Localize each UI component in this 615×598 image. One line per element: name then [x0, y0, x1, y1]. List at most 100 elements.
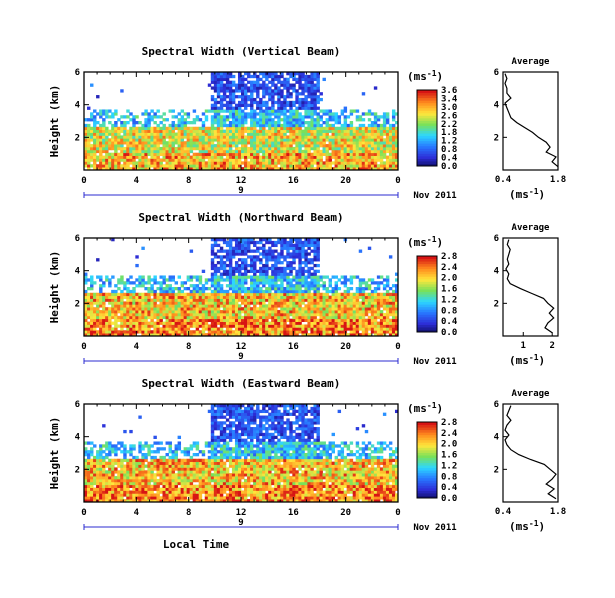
heatmap-cell — [283, 152, 287, 156]
heatmap-cell — [391, 310, 396, 314]
day-label: 9 — [238, 352, 243, 362]
heatmap-cell — [325, 144, 329, 148]
heatmap-cell — [204, 161, 209, 165]
heatmap-cell — [225, 249, 230, 253]
heatmap-cell — [192, 333, 197, 337]
heatmap-cell — [355, 307, 360, 311]
heatmap-cell — [162, 289, 166, 294]
heatmap-cell — [319, 126, 323, 131]
heatmap-cell — [376, 129, 381, 133]
heatmap-cell — [150, 321, 154, 325]
heatmap-cell — [102, 141, 106, 145]
heatmap-cell — [183, 287, 188, 291]
heatmap-cell — [222, 324, 227, 328]
heatmap-cell — [259, 240, 263, 245]
heatmap-cell — [349, 164, 354, 168]
heatmap-cell — [162, 158, 166, 162]
heatmap-cell — [159, 146, 163, 151]
heatmap-cell — [295, 269, 299, 273]
heatmap-cell — [153, 330, 157, 334]
heatmap-cell — [114, 132, 118, 136]
heatmap-cell — [304, 135, 308, 139]
heatmap-cell — [325, 164, 329, 168]
heatmap-cell — [234, 284, 239, 288]
heatmap-cell — [228, 315, 233, 320]
heatmap-cell — [195, 132, 200, 136]
heatmap-cell — [304, 164, 308, 168]
heatmap-cell — [174, 333, 178, 337]
heatmap-cell — [153, 138, 157, 142]
heatmap-cell — [247, 129, 251, 133]
heatmap-cell — [234, 115, 239, 119]
heatmap-cell — [313, 92, 317, 96]
heatmap-cell — [237, 103, 242, 107]
heatmap-cell — [256, 106, 260, 110]
heatmap-cell — [156, 158, 160, 162]
heatmap-cell — [328, 330, 332, 334]
heatmap-cell — [316, 100, 320, 105]
heatmap-cell — [201, 330, 206, 334]
heatmap-cell — [129, 281, 133, 285]
heatmap-cell — [331, 321, 335, 325]
heatmap-cell — [198, 281, 203, 285]
colorbar-segment — [417, 286, 437, 290]
heatmap-cell — [84, 450, 88, 454]
heatmap-cell — [334, 146, 339, 151]
heatmap-cell — [385, 155, 390, 159]
heatmap-cell — [210, 161, 215, 165]
heatmap-cell — [244, 278, 248, 282]
heatmap-cell — [259, 135, 263, 139]
heatmap-cell — [126, 295, 130, 299]
y-tick-label: 6 — [75, 68, 80, 78]
heatmap-cell — [268, 89, 272, 93]
heatmap-cell — [126, 149, 130, 154]
heatmap-cell — [307, 258, 311, 262]
heatmap-cell — [382, 287, 387, 291]
heatmap-cell — [277, 135, 281, 139]
heatmap-cell — [244, 118, 248, 122]
heatmap-cell — [271, 164, 275, 168]
heatmap-cell — [207, 135, 212, 139]
heatmap-cell — [265, 278, 269, 282]
heatmap-cell — [337, 121, 342, 125]
heatmap-cell — [376, 149, 381, 154]
heatmap-cell — [262, 318, 266, 322]
heatmap-cell — [280, 304, 284, 308]
heatmap-cell — [171, 333, 175, 337]
heatmap-cell — [96, 312, 100, 317]
heatmap-cell — [213, 307, 218, 311]
heatmap-cell — [177, 141, 182, 145]
heatmap-cell — [108, 121, 112, 125]
heatmap-cell — [355, 118, 360, 122]
heatmap-cell — [96, 275, 100, 279]
heatmap-cell — [90, 292, 94, 297]
heatmap-cell — [111, 132, 115, 136]
heatmap-cell — [111, 478, 115, 483]
heatmap-cell — [165, 144, 169, 148]
heatmap-cell — [307, 144, 311, 148]
heatmap-cell — [286, 118, 290, 122]
heatmap-cell — [277, 141, 281, 145]
heatmap-cell — [237, 109, 242, 113]
heatmap-cell — [358, 327, 363, 331]
heatmap-cell — [219, 95, 224, 99]
heatmap-cell — [225, 330, 230, 334]
heatmap-cell — [222, 109, 227, 113]
heatmap-cell — [93, 115, 97, 119]
heatmap-cell — [147, 135, 151, 139]
heatmap-cell — [105, 496, 109, 500]
heatmap-cell — [111, 298, 115, 302]
heatmap-cell — [313, 123, 317, 128]
heatmap-cell — [195, 164, 200, 168]
heatmap-cell — [159, 330, 163, 334]
heatmap-cell — [298, 97, 302, 102]
heatmap-cell — [162, 321, 166, 325]
heatmap-cell — [144, 318, 148, 322]
heatmap-cell — [177, 121, 182, 125]
heatmap-cell — [352, 158, 357, 162]
heatmap-cell — [301, 278, 305, 282]
heatmap-cell — [253, 281, 257, 285]
heatmap-cell — [90, 490, 94, 494]
heatmap-cell — [219, 100, 224, 105]
heatmap-cell — [87, 152, 91, 156]
